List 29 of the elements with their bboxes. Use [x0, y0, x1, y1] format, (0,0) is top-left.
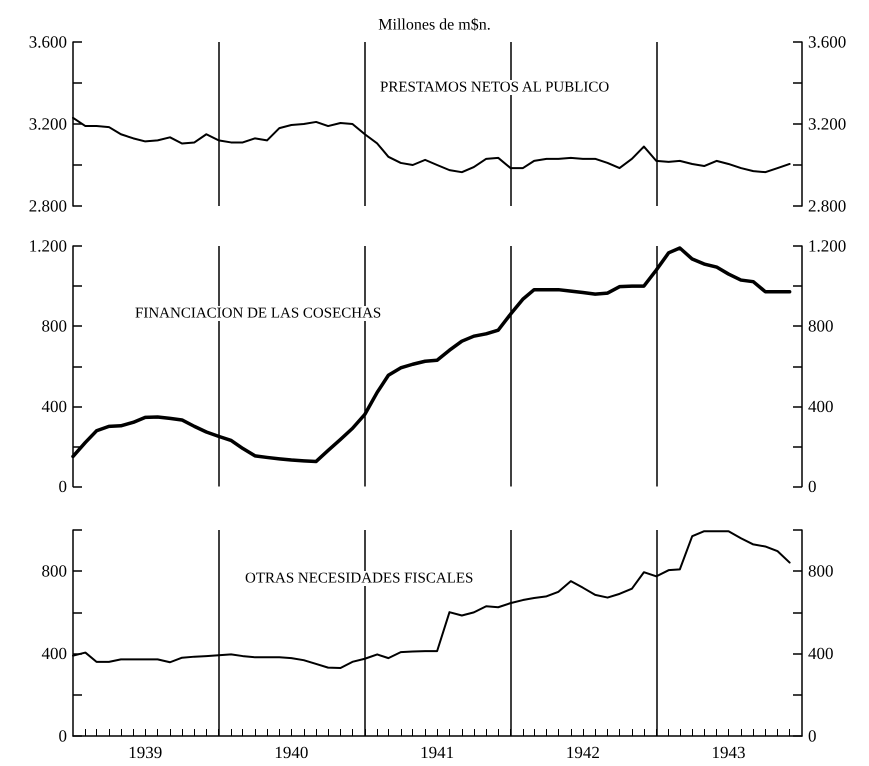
y-tick-label: 800 — [42, 562, 67, 581]
text: FINANCIACION DE LAS COSECHAS — [135, 306, 382, 322]
x-tick-label: 1939 — [128, 743, 162, 762]
y-tick-label: 400 — [42, 644, 67, 664]
x-tick-label: 1943 — [712, 743, 746, 762]
y-tick-label: 3.200 — [28, 114, 67, 134]
chart-title: Millones de m$n. — [378, 16, 491, 34]
y-tick-label: 3.600 — [28, 32, 67, 52]
y2-tick-label: 400 — [808, 396, 834, 416]
series-label: OTRAS NECESIDADES FISCALES — [245, 570, 474, 586]
y2-tick-label: 0 — [808, 726, 816, 746]
y-tick-label: 0 — [58, 477, 67, 496]
y-tick-label: 0 — [58, 726, 67, 746]
y2-tick-label: 3.200 — [808, 114, 846, 134]
y-tick-label: 2.800 — [28, 196, 67, 216]
y-tick-label: 1.200 — [28, 236, 67, 256]
x-tick-label: 1941 — [420, 743, 454, 762]
y2-tick-label: 800 — [808, 562, 834, 581]
y2-tick-label: 400 — [808, 644, 834, 664]
y2-tick-label: 1.200 — [808, 236, 846, 256]
x-tick-label: 1942 — [566, 743, 600, 762]
x-tick-label: 1940 — [274, 743, 308, 762]
y2-tick-label: 800 — [808, 316, 834, 336]
y2-tick-label: 2.800 — [808, 196, 846, 216]
text: PRESTAMOS NETOS AL PUBLICO — [380, 80, 610, 96]
y2-tick-label: 3.600 — [808, 32, 846, 52]
y-tick-label: 400 — [42, 396, 67, 416]
y-tick-label: 800 — [42, 316, 67, 336]
y2-tick-label: 0 — [808, 477, 816, 496]
